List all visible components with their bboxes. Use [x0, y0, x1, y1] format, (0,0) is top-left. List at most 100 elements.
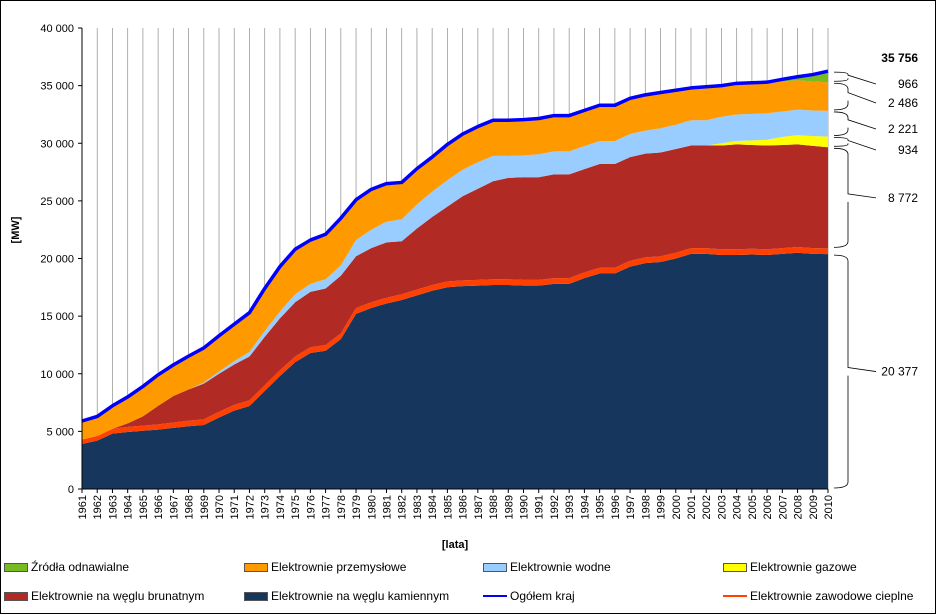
- legend-swatch: [483, 562, 507, 572]
- x-tick-label: 2003: [716, 495, 728, 519]
- y-tick-label: 20 000: [40, 254, 74, 266]
- x-tick-label: 1994: [579, 495, 591, 519]
- x-tick-label: 1995: [595, 495, 607, 519]
- x-tick-label: 1992: [549, 495, 561, 519]
- legend-label: Elektrownie gazowe: [750, 560, 857, 574]
- x-tick-label: 1973: [260, 495, 272, 519]
- legend-swatch: [244, 591, 268, 601]
- legend-item: Elektrownie zawodowe cieplne: [723, 589, 913, 603]
- x-tick-label: 1974: [275, 495, 287, 519]
- x-tick-label: 1977: [321, 495, 333, 519]
- x-tick-label: 2009: [808, 495, 820, 519]
- x-tick-label: 1990: [519, 495, 531, 519]
- y-tick-label: 5 000: [46, 426, 74, 438]
- y-tick-label: 25 000: [40, 196, 74, 208]
- y-tick-label: 35 000: [40, 81, 74, 93]
- x-tick-label: 2002: [701, 495, 713, 519]
- area-elektrownie-przemysłowe: [82, 80, 828, 440]
- x-tick-label: 1988: [488, 495, 500, 519]
- segment-label: 934: [898, 143, 918, 157]
- x-tick-label: 1991: [534, 495, 546, 519]
- area-series: [82, 71, 828, 489]
- y-tick-label: 10 000: [40, 369, 74, 381]
- legend-item: Elektrownie gazowe: [723, 560, 857, 574]
- x-tick-label: 1979: [351, 495, 363, 519]
- line-series: [81, 69, 829, 423]
- segment-brace: [833, 254, 877, 489]
- legend-item: Elektrownie przemysłowe: [244, 560, 406, 574]
- x-tick-label: 1965: [138, 495, 150, 519]
- x-tick-label: 1970: [214, 495, 226, 519]
- legend-label: Elektrownie wodne: [510, 560, 611, 574]
- x-tick-label: 2007: [777, 495, 789, 519]
- segment-brace: [833, 111, 877, 136]
- y-tick-label: 30 000: [40, 138, 74, 150]
- x-tick-label: 1961: [77, 495, 89, 519]
- segment-label: 966: [898, 77, 918, 91]
- x-tick-label: 2005: [747, 495, 759, 519]
- x-tick-label: 2006: [762, 495, 774, 519]
- area-elektrownie-zawodowe-cieplne: [82, 246, 828, 445]
- area-elektrownie-na-węglu-brunatnym: [82, 144, 828, 440]
- x-tick-label: 1966: [153, 495, 165, 519]
- y-tick-label: 0: [68, 484, 74, 496]
- x-tick-label: 1985: [442, 495, 454, 519]
- legend-swatch: [4, 562, 28, 572]
- x-tick-label: 1962: [92, 495, 104, 519]
- legend-swatch: [723, 562, 747, 572]
- legend-label: Źródła odnawialne: [31, 560, 130, 574]
- x-tick-label: 1975: [290, 495, 302, 519]
- segment-brace: [833, 147, 877, 248]
- x-tick-label: 1969: [199, 495, 211, 519]
- x-tick-label: 1978: [336, 495, 348, 519]
- legend-swatch: [244, 562, 268, 572]
- x-tick-label: 1999: [656, 495, 668, 519]
- legend-item: Elektrownie na węglu brunatnym: [4, 589, 204, 603]
- x-tick-label: 1971: [229, 495, 241, 519]
- y-tick-label: 15 000: [40, 311, 74, 323]
- x-tick-label: 2010: [823, 495, 835, 519]
- axes: 0 5 000 10 000 15 000 20 000 25 000 30 000 35 0…: [40, 23, 835, 519]
- segment-label: 2 221: [888, 122, 918, 136]
- segment-brace: [833, 137, 877, 151]
- legend-label: Elektrownie przemysłowe: [271, 560, 407, 574]
- y-tick-label: 40 000: [40, 23, 74, 35]
- x-axis-title: [lata]: [442, 539, 469, 551]
- x-tick-label: 1984: [427, 495, 439, 519]
- x-tick-label: 1981: [382, 495, 394, 519]
- x-tick-label: 1964: [123, 495, 135, 519]
- y-axis-title: [MW]: [10, 216, 22, 243]
- segment-label: 20 377: [881, 365, 918, 379]
- segment-brace: [833, 71, 877, 85]
- legend-label: Ogółem kraj: [510, 589, 575, 603]
- segment-label: 8 772: [888, 191, 918, 205]
- total-value-label: 35 756: [881, 51, 918, 65]
- legend-label: Elektrownie zawodowe cieplne: [750, 589, 914, 603]
- x-tick-label: 1983: [412, 495, 424, 519]
- legend-swatch: [4, 591, 28, 601]
- x-tick-label: 1963: [107, 495, 119, 519]
- x-tick-label: 1972: [245, 495, 257, 519]
- area-elektrownie-na-węglu-kamiennym: [82, 252, 828, 489]
- legend-item: Elektrownie wodne: [483, 560, 611, 574]
- x-tick-label: 2004: [732, 495, 744, 519]
- x-tick-label: 1998: [640, 495, 652, 519]
- legend-line-marker: [483, 595, 507, 597]
- segment-brace: [833, 82, 877, 111]
- x-tick-label: 1980: [366, 495, 378, 519]
- legend-line-marker: [723, 595, 747, 597]
- x-tick-label: 1967: [168, 495, 180, 519]
- x-tick-label: 2008: [793, 495, 805, 519]
- segment-annotations: 966 2 486 2 221 934 8 772 20 377 35 756: [833, 51, 918, 489]
- x-tick-label: 1989: [503, 495, 515, 519]
- legend-item: Elektrownie na węglu kamiennym: [244, 589, 449, 603]
- x-tick-label: 1997: [625, 495, 637, 519]
- total-line: [81, 69, 829, 423]
- x-tick-label: 1996: [610, 495, 622, 519]
- x-tick-label: 1976: [305, 495, 317, 519]
- legend-item: Ogółem kraj: [483, 589, 575, 603]
- x-tick-label: 1986: [458, 495, 470, 519]
- legend-label: Elektrownie na węglu kamiennym: [271, 589, 450, 603]
